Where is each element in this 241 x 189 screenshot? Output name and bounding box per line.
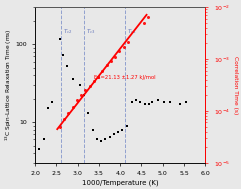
Text: $T_{c2}$: $T_{c2}$ — [63, 27, 73, 36]
Text: $T_{c4}$: $T_{c4}$ — [127, 27, 137, 36]
X-axis label: 1000/Temperature (K): 1000/Temperature (K) — [82, 179, 159, 186]
Y-axis label: Correlation Time (s): Correlation Time (s) — [233, 56, 238, 114]
Y-axis label: $^{13}$C Spin-Lattice Relaxation Time (ms): $^{13}$C Spin-Lattice Relaxation Time (m… — [3, 29, 14, 141]
Text: Ea=21.13 ±1.27 kJ/mol: Ea=21.13 ±1.27 kJ/mol — [94, 74, 155, 80]
Text: $T_{c3}$: $T_{c3}$ — [86, 27, 95, 36]
